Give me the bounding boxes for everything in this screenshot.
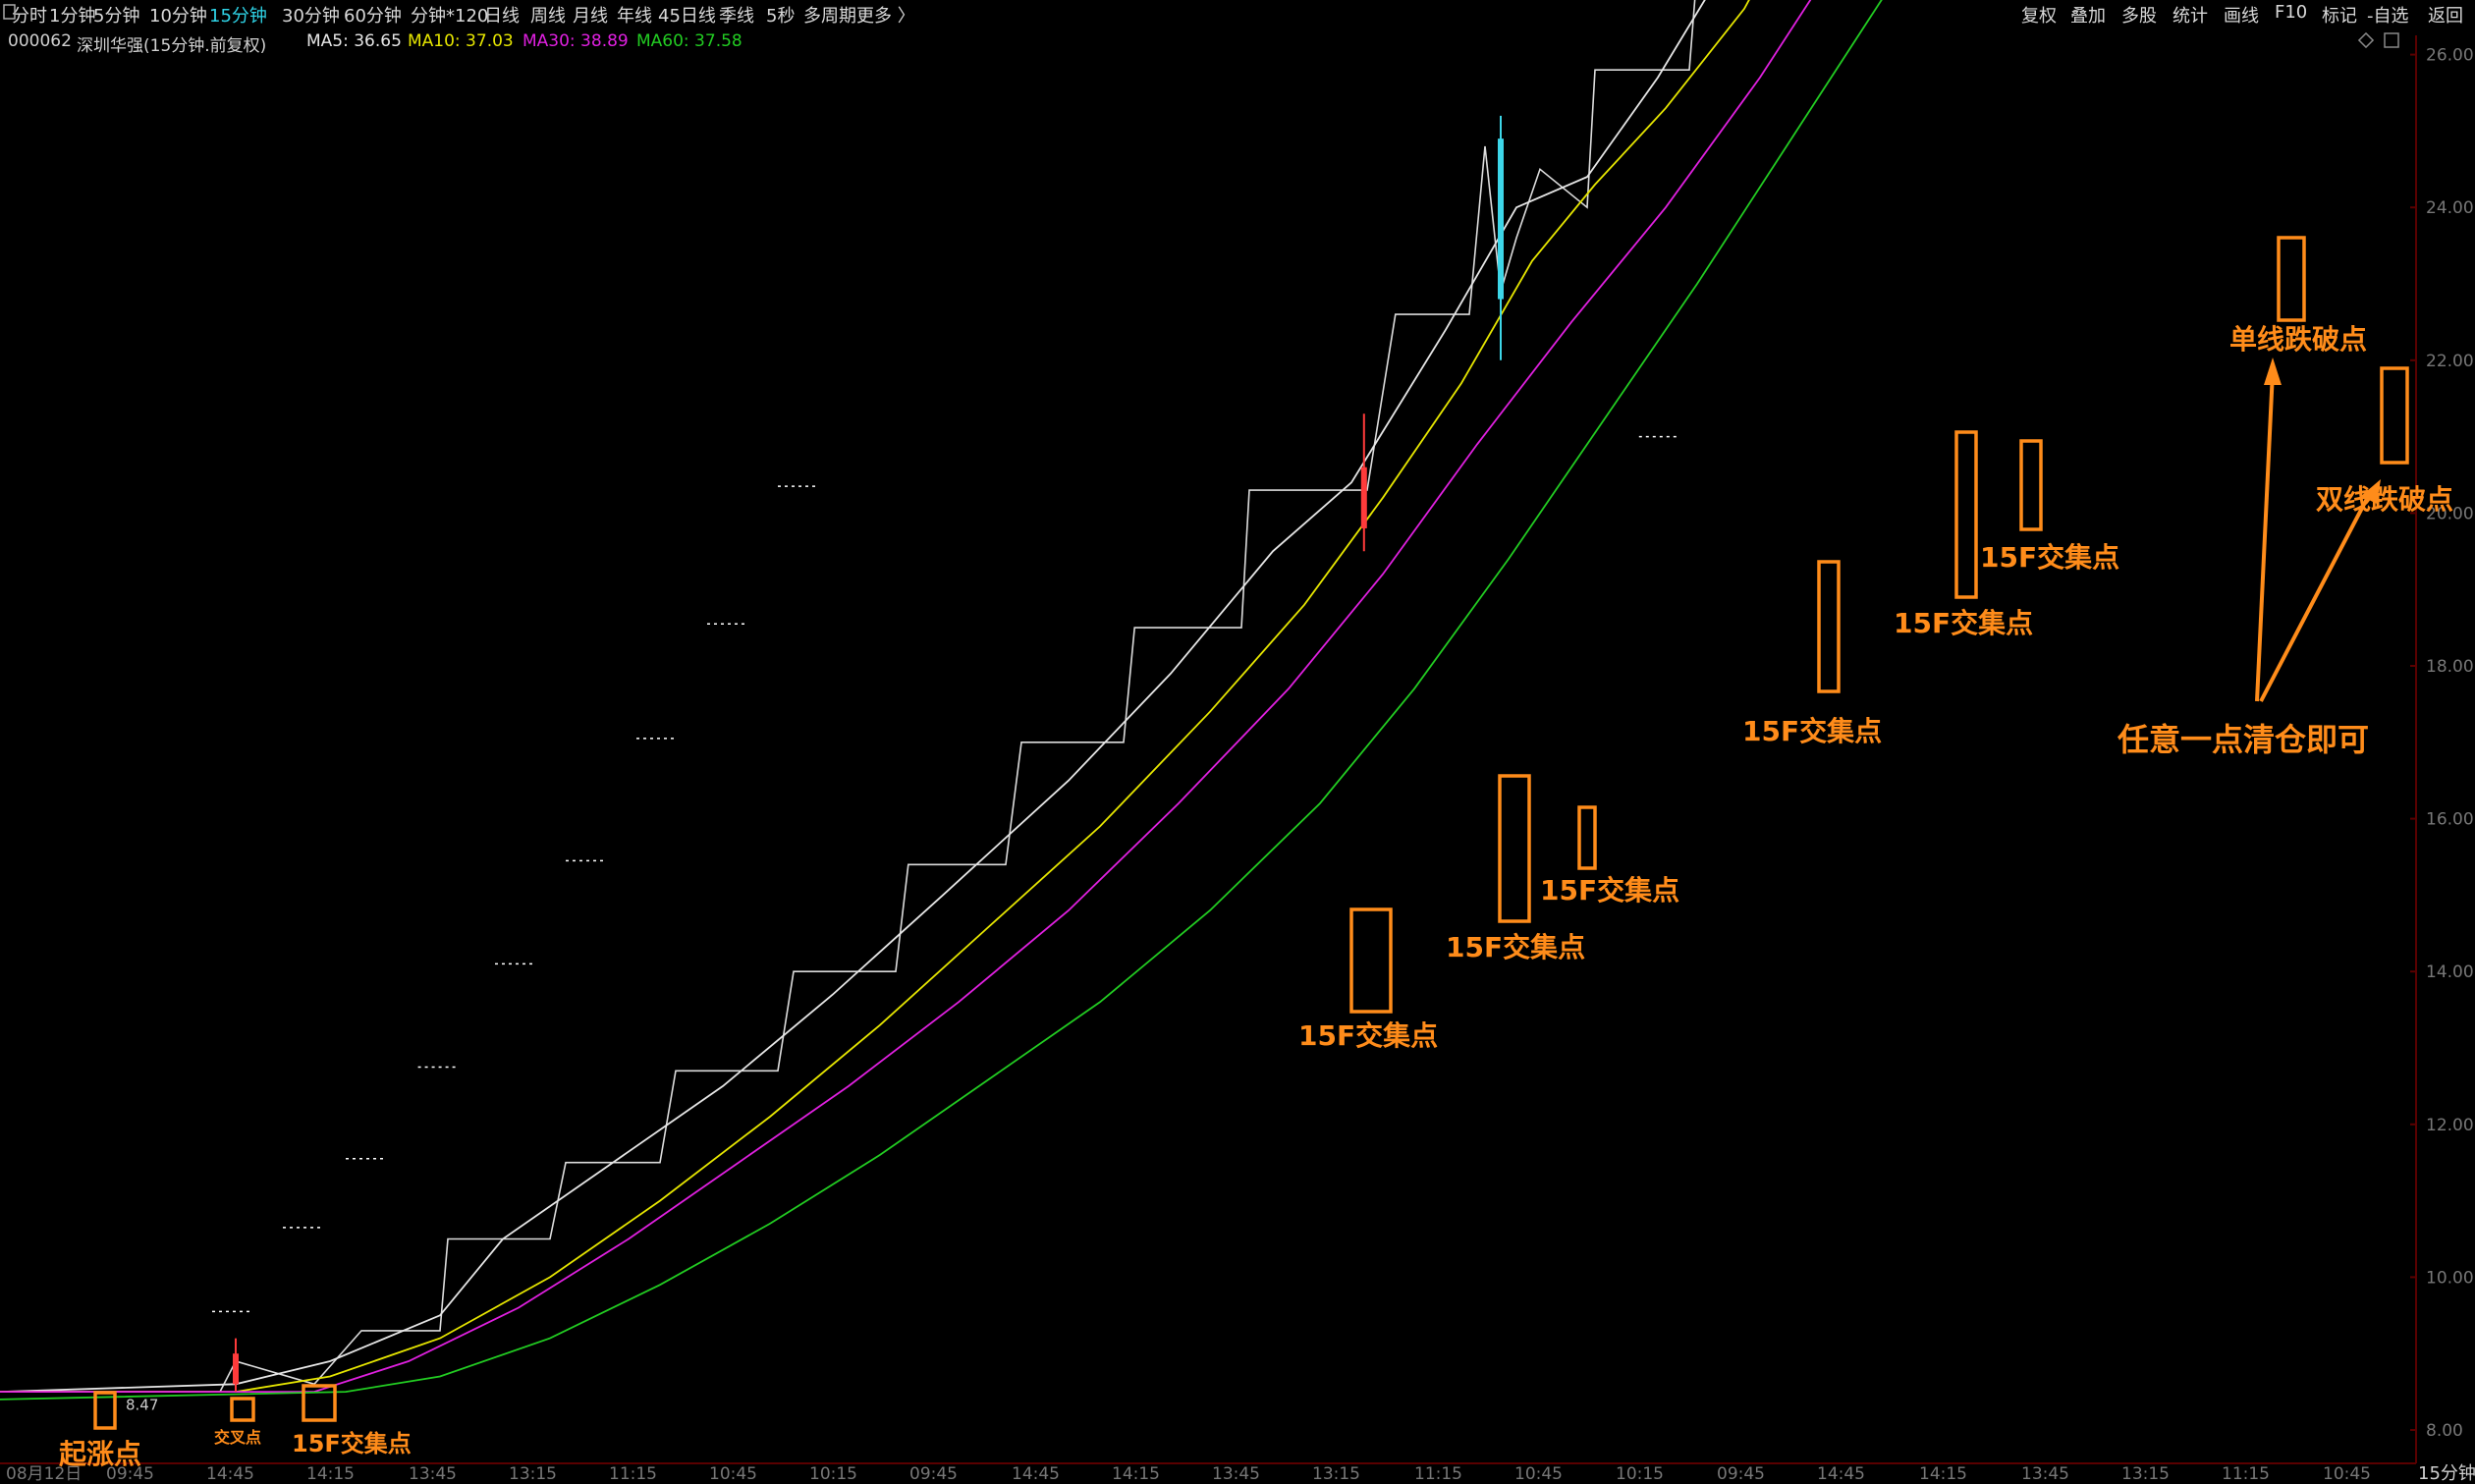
annotation-box [1500,776,1529,921]
period-label: 15分钟 [2418,1463,2475,1484]
ma-line-ma10 [0,0,2389,1392]
low-price-marker: 8.47 [126,1396,158,1413]
x-tick-label: 09:45 [1717,1464,1765,1484]
x-tick-label: 11:15 [609,1464,657,1484]
y-tick-label: 26.00 [2426,46,2474,66]
ma-line-ma30 [0,0,2389,1392]
annotation-box [1351,909,1391,1012]
candle-body [1498,138,1504,299]
y-tick-label: 24.00 [2426,198,2474,218]
x-tick-label: 14:45 [206,1464,254,1484]
x-tick-label: 13:15 [2121,1464,2170,1484]
x-tick-label: 11:15 [2222,1464,2270,1484]
candle-body [233,1353,239,1384]
annotation-label: 15F交集点 [1894,607,2033,639]
x-tick-label: 10:45 [2323,1464,2371,1484]
x-tick-label: 13:45 [1212,1464,1260,1484]
x-tick-label: 10:15 [1616,1464,1664,1484]
annotation-box [2279,238,2304,320]
x-tick-label: 13:15 [1312,1464,1360,1484]
x-tick-label: 13:45 [409,1464,457,1484]
annotation-label: 任意一点清仓即可 [2118,721,2369,758]
annotation-label: 15F交集点 [1298,1019,1438,1052]
annotation-label: 起涨点 [59,1438,141,1470]
ma-line-ma60 [0,0,2389,1400]
x-tick-label: 09:45 [909,1464,958,1484]
annotation-label: 15F交集点 [1540,874,1679,907]
y-tick-label: 18.00 [2426,657,2474,677]
x-tick-label: 10:45 [1514,1464,1563,1484]
x-tick-label: 14:15 [1112,1464,1160,1484]
x-tick-label: 14:45 [1012,1464,1060,1484]
y-tick-label: 8.00 [2426,1421,2463,1441]
annotation-box [1579,807,1595,868]
annotation-label: 单线跌破点 [2229,323,2367,356]
annotation-label: 15F交集点 [1446,931,1585,963]
x-tick-label: 13:15 [509,1464,557,1484]
y-tick-label: 14.00 [2426,962,2474,982]
annotation-box [1956,432,1976,597]
annotation-box [232,1399,253,1420]
candle-body [1361,467,1367,528]
x-tick-label: 14:15 [1919,1464,1967,1484]
annotation-box [2021,441,2041,529]
annotation-label: 15F交集点 [1980,541,2119,574]
x-tick-label: 13:45 [2021,1464,2069,1484]
x-tick-label: 10:45 [709,1464,757,1484]
y-tick-label: 22.00 [2426,352,2474,371]
arrow-line [2257,371,2273,701]
x-tick-label: 11:15 [1414,1464,1462,1484]
x-tick-label: 14:45 [1817,1464,1865,1484]
y-tick-label: 16.00 [2426,810,2474,830]
x-tick-label: 14:15 [306,1464,355,1484]
annotation-label: 交叉点 [214,1428,261,1447]
panel-toggle-icon[interactable] [4,5,15,19]
diamond-icon[interactable] [2359,33,2373,47]
ma-line-ma5 [0,0,2392,1392]
window-icon[interactable] [2385,33,2398,47]
price-line [0,0,2392,1392]
annotation-label: 15F交集点 [1742,715,1882,747]
y-tick-label: 10.00 [2426,1268,2474,1288]
y-tick-label: 12.00 [2426,1116,2474,1135]
arrow-line [2261,491,2371,701]
arrow-head [2264,357,2282,385]
annotation-label: 15F交集点 [292,1430,412,1457]
annotation-box [2382,368,2407,463]
annotation-label: 双线跌破点 [2316,483,2453,516]
x-tick-label: 10:15 [809,1464,857,1484]
annotation-box [1819,562,1839,691]
